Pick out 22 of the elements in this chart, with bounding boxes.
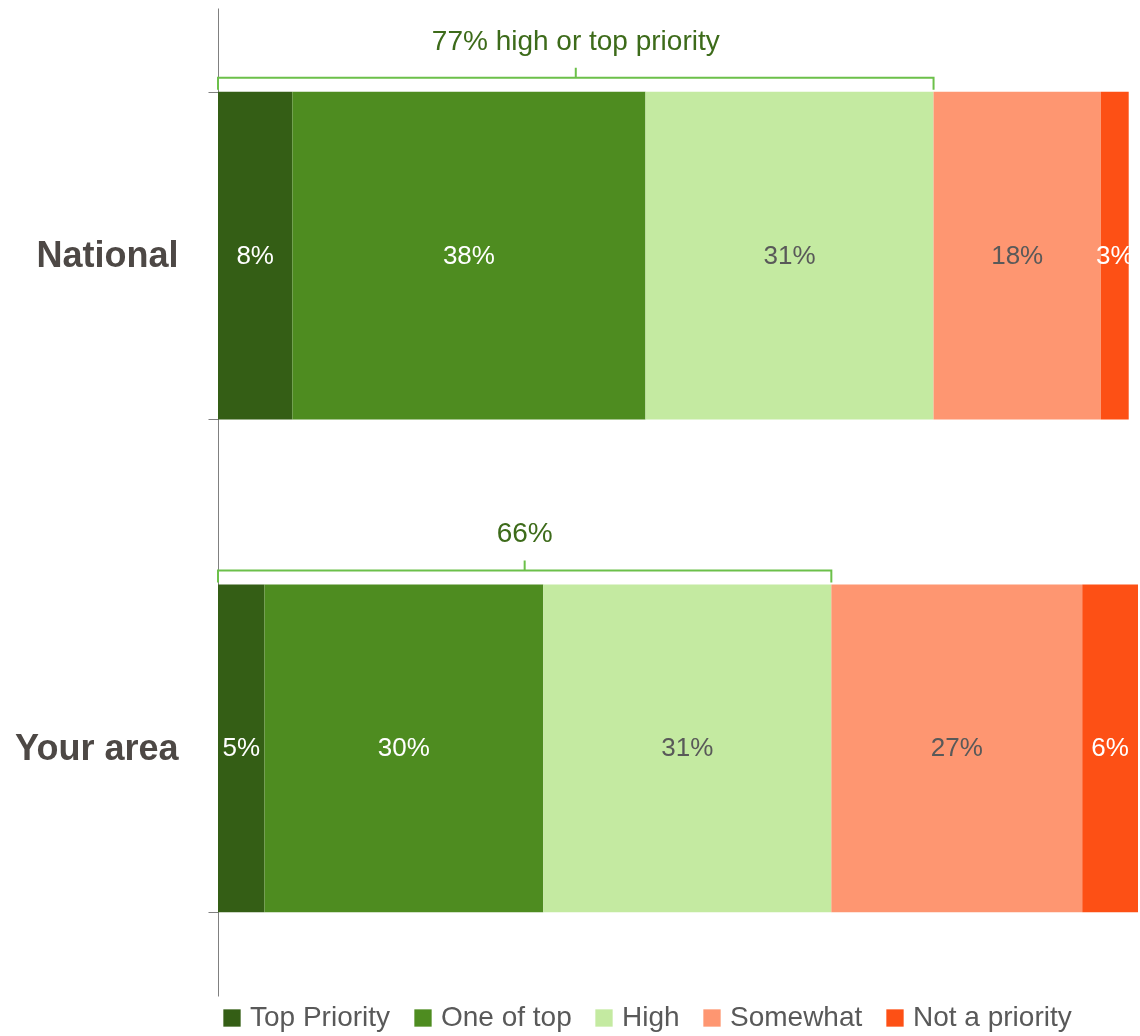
data-label: 30% [377,732,430,763]
y-tick-label: Your area [15,726,180,768]
bar [1082,584,1138,913]
data-label: 38% [442,239,495,270]
data-label: 5% [222,732,261,763]
legend-label: One of top [441,1001,572,1032]
bar [831,584,1083,913]
legend-label: Top Priority [250,1001,391,1032]
annotation: 77% high or top priority [431,24,720,56]
annotation: 66% [496,517,553,549]
bar [218,91,293,420]
data-label: 8% [236,239,274,270]
data-label: 18% [991,239,1044,270]
data-label: 31% [661,732,714,763]
y-tick-label: National [36,234,179,276]
legend-label: High [622,1001,680,1032]
data-label: 6% [1091,732,1129,763]
data-label: 27% [930,732,983,763]
legend-label: Somewhat [730,1001,863,1032]
bar [218,584,265,913]
data-label: 31% [763,239,816,270]
legend-label: Not a priority [913,1001,1072,1032]
